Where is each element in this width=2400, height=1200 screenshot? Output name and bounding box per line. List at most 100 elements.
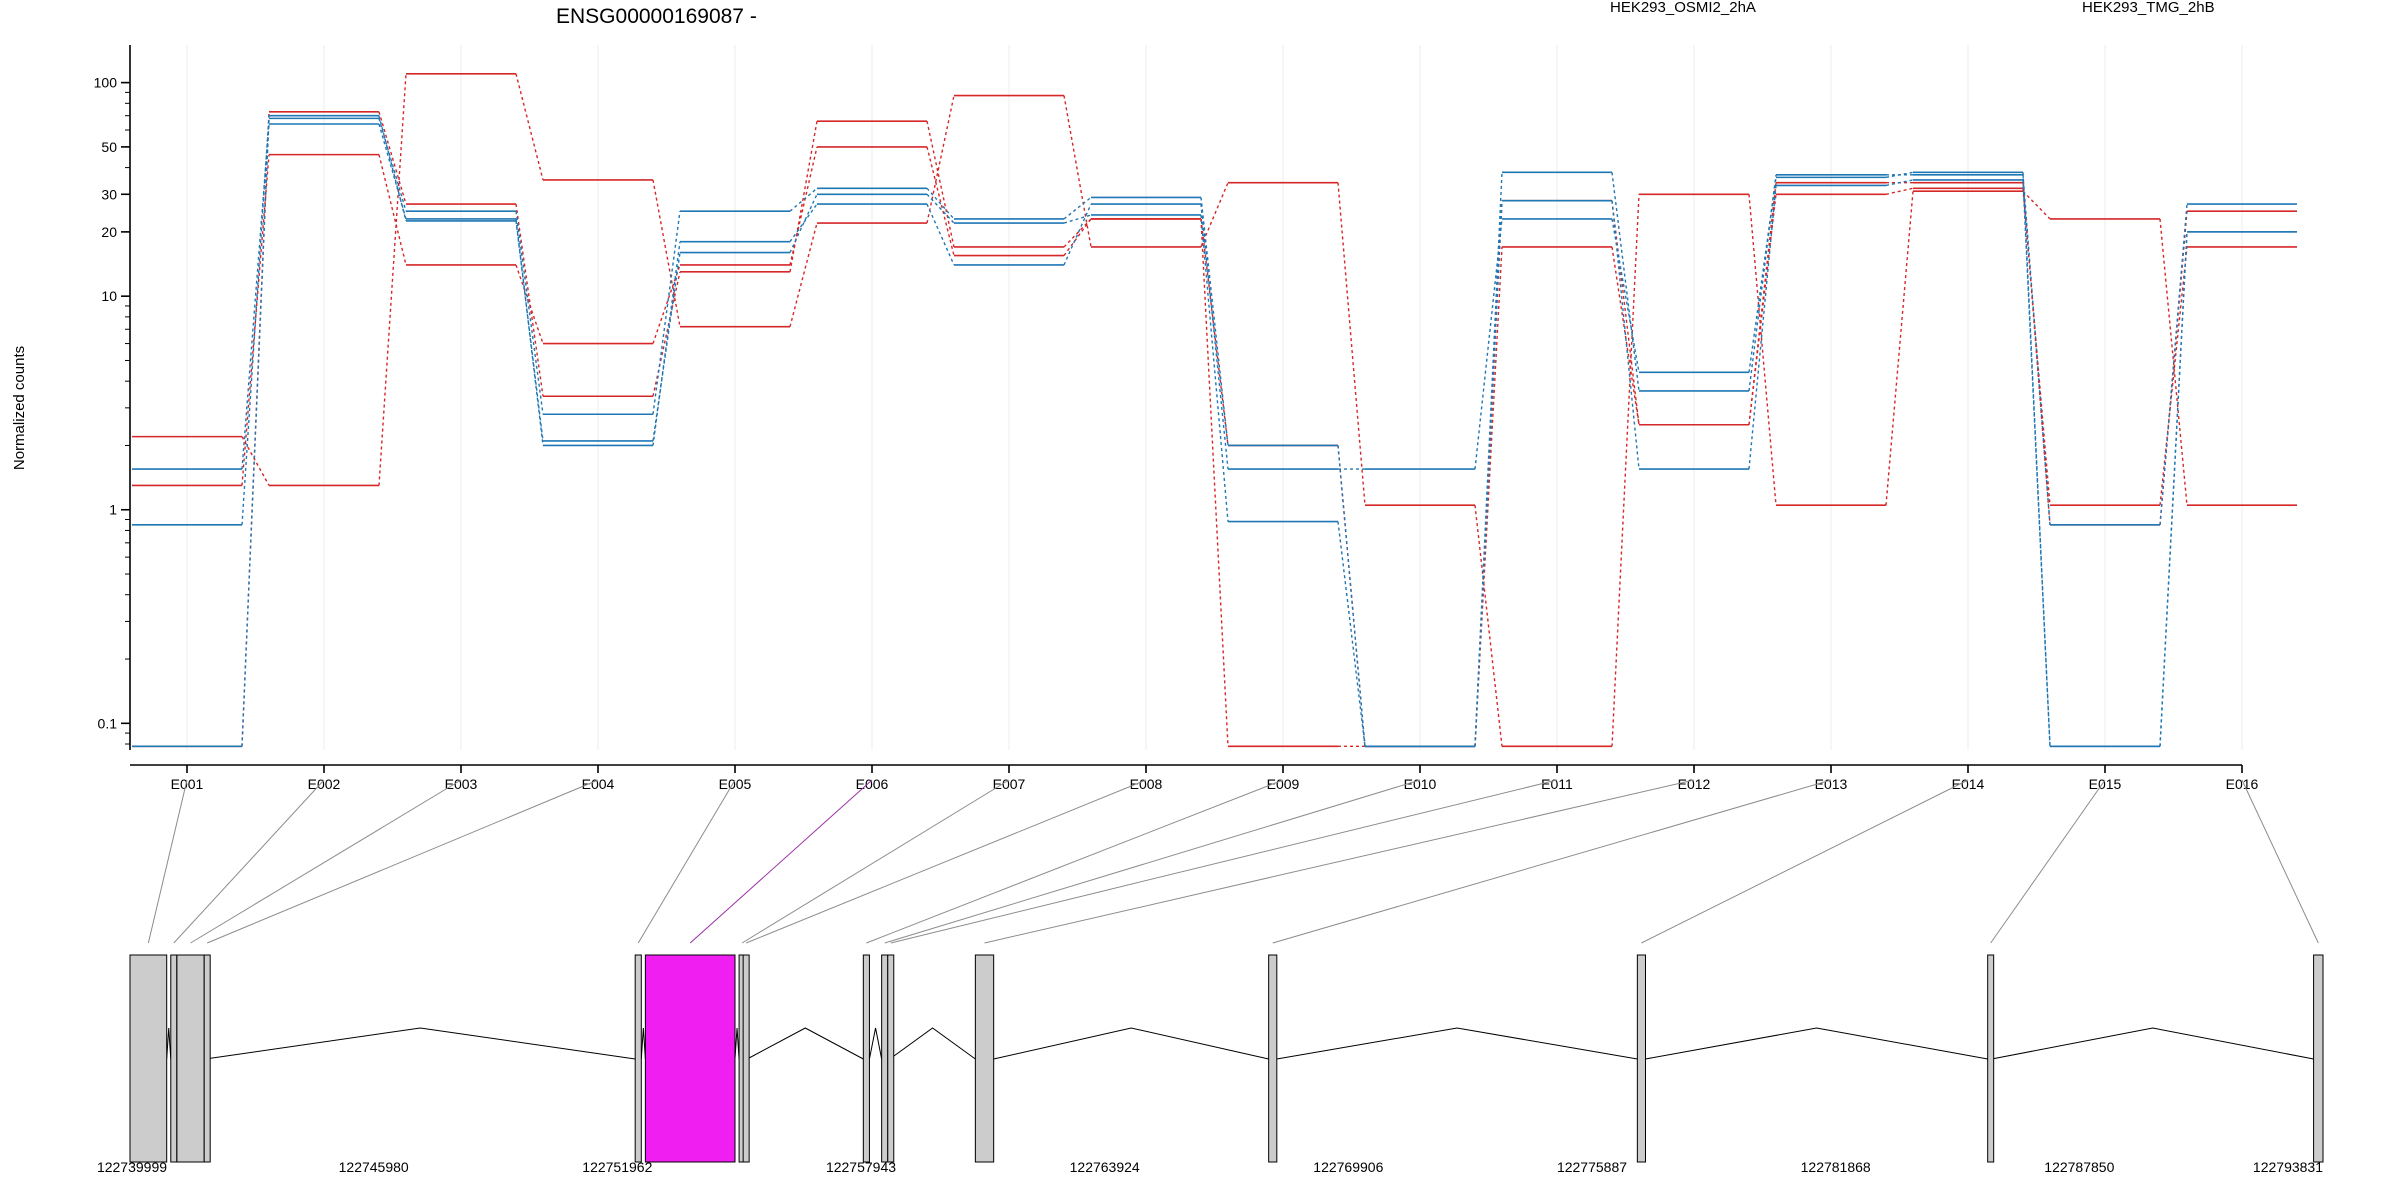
intron-7: [889, 1027, 976, 1060]
y-axis: 0.1 1 10 20 30 50 100: [94, 45, 131, 750]
series-1-link-6: [1063, 218, 1092, 256]
intron-9: [1276, 1027, 1638, 1060]
connector-e008: [745, 779, 1147, 944]
series-1-link-0: [241, 154, 270, 486]
exon-box-e016: [2313, 954, 2324, 1163]
series-5-link-10: [1611, 200, 1640, 470]
series-1-link-7: [1200, 218, 1229, 747]
series-0-link-4: [789, 222, 818, 327]
series-5-link-6: [1063, 214, 1092, 224]
series-0-link-7: [1200, 182, 1229, 248]
series-4-link-14: [2159, 231, 2188, 747]
series-1-link-12: [1885, 187, 1914, 195]
y-tick-label-2: 10: [101, 288, 117, 304]
series-3-link-5: [926, 187, 955, 220]
x-tick-label-e007: E007: [993, 776, 1026, 792]
series-3-link-10: [1611, 172, 1640, 392]
x-tick-label-e005: E005: [719, 776, 752, 792]
legend-entry-tmg: HEK293_TMG_2hB: [2082, 0, 2215, 16]
series-0-link-2: [515, 73, 544, 181]
series-4-link-5: [926, 203, 955, 266]
intron-5: [746, 1027, 864, 1060]
x-tick-label-e011: E011: [1541, 776, 1573, 792]
connector-e015: [1990, 779, 2106, 944]
exon-box-e010: [881, 954, 889, 1163]
series-0-link-12: [1885, 191, 1914, 506]
coord-label-3: 122757943: [826, 1159, 896, 1175]
y-tick-label-3: 20: [101, 224, 117, 240]
x-tick-label-e012: E012: [1678, 776, 1711, 792]
series-5-link-8: [1337, 521, 1366, 747]
coord-label-8: 122787850: [2044, 1159, 2114, 1175]
x-tick-label-e008: E008: [1130, 776, 1163, 792]
genomic-coordinate-axis: 122739999 122745980 122751962 122757943 1227…: [97, 1159, 2323, 1175]
series-5-link-14: [2159, 231, 2188, 747]
series-1-link-13: [2022, 188, 2051, 506]
exon-box-e005: [634, 954, 642, 1163]
connector-e002: [173, 779, 325, 944]
exon-box-e006: [644, 954, 736, 1163]
series-0-link-11: [1748, 194, 1777, 506]
x-tick-label-e006: E006: [856, 776, 889, 792]
series-3-link-11: [1748, 174, 1777, 392]
series-1-link-9: [1474, 246, 1503, 747]
exon-box-e001: [129, 954, 168, 1163]
series-2-link-5: [926, 121, 955, 248]
connector-e011: [890, 779, 1558, 944]
y-tick-label-5: 50: [101, 139, 117, 155]
series-5-link-0: [241, 115, 270, 525]
exon-box-e012: [974, 954, 995, 1163]
series-0-link-1: [378, 73, 407, 486]
series-1-link-10: [1611, 246, 1640, 425]
intron-11: [1991, 1027, 2314, 1060]
coord-label-0: 122739999: [97, 1159, 167, 1175]
exon-box-e008: [742, 954, 750, 1163]
y-axis-label: Normalized counts: [11, 346, 28, 470]
series-3-link-13: [2022, 174, 2051, 525]
y-tick-label-6: 100: [94, 75, 118, 91]
series-5-link-13: [2022, 179, 2051, 747]
exon-box-e002: [170, 954, 178, 1163]
series-5-link-1: [378, 115, 407, 222]
series-2-link-4: [789, 121, 818, 272]
coord-label-4: 122763924: [1070, 1159, 1140, 1175]
series-4-link-1: [378, 123, 407, 220]
series-5-link-3: [652, 252, 681, 442]
y-tick-label-1: 1: [109, 502, 117, 518]
connector-e003: [190, 779, 462, 944]
series-0-link-10: [1611, 194, 1640, 747]
x-tick-label-e003: E003: [445, 776, 478, 792]
series-4-link-7: [1200, 203, 1229, 470]
series-0-link-8: [1337, 182, 1366, 506]
connector-e013: [1272, 779, 1832, 944]
series-2-link-10: [1611, 200, 1640, 425]
gridlines: [186, 45, 2243, 750]
exon-box-e009: [862, 954, 870, 1163]
connector-e009: [866, 779, 1284, 944]
series-0-link-3: [652, 179, 681, 327]
series-3-link-0: [241, 118, 270, 747]
x-tick-label-e004: E004: [582, 776, 615, 792]
series-0-link-13: [2022, 190, 2051, 220]
gene-model: [129, 954, 2324, 1163]
connector-e006: [689, 779, 873, 944]
y-tick-label-4: 30: [101, 186, 117, 202]
series-4-link-10: [1611, 218, 1640, 373]
series-2-link-11: [1748, 182, 1777, 425]
coord-label-6: 122775887: [1557, 1159, 1627, 1175]
y-tick-label-0: 0.1: [98, 715, 118, 731]
legend-entry-osmi2: HEK293_OSMI2_2hA: [1610, 0, 1756, 16]
series-1-link-14: [2159, 246, 2188, 506]
x-tick-label-e015: E015: [2089, 776, 2122, 792]
connector-e010: [884, 779, 1421, 944]
chart-title: ENSG00000169087 -: [556, 5, 757, 28]
exon-box-e013: [1268, 954, 1278, 1163]
coord-label-2: 122751962: [582, 1159, 652, 1175]
exon-box-e011: [887, 954, 895, 1163]
connector-e014: [1641, 779, 1969, 944]
exon-box-e003: [176, 954, 205, 1163]
x-tick-label-e002: E002: [308, 776, 341, 792]
connector-e016: [2241, 779, 2319, 944]
x-tick-label-e013: E013: [1815, 776, 1848, 792]
